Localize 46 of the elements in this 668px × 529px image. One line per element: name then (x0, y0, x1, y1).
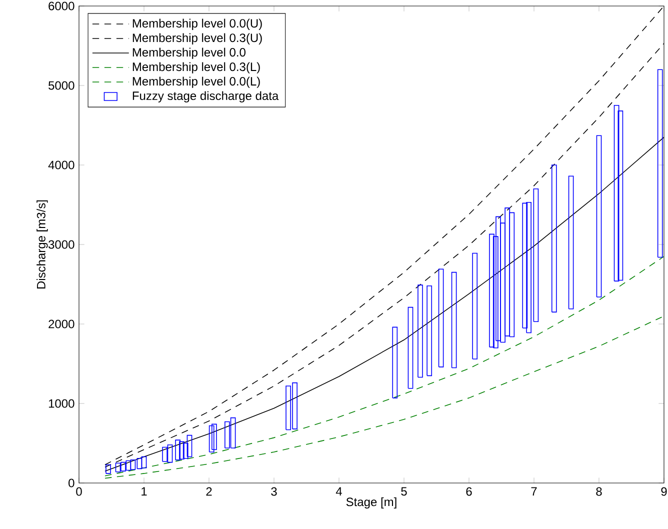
bar (568, 176, 574, 310)
x-tick-label: 9 (661, 487, 667, 496)
legend-label: Membership level 0.0(L) (132, 76, 260, 88)
y-tick-label: 2000 (48, 320, 74, 328)
x-tick-label: 0 (76, 487, 82, 496)
x-tick-label: 7 (531, 487, 537, 496)
x-tick-label: 6 (466, 487, 472, 496)
bar (657, 69, 663, 258)
legend-label: Membership level 0.0(U) (132, 18, 262, 30)
bar (418, 284, 423, 378)
x-tick-label: 8 (596, 487, 602, 496)
legend-label: Fuzzy stage discharge data (132, 91, 279, 102)
x-tick-label: 1 (142, 487, 147, 496)
bar (179, 441, 184, 460)
bar (186, 434, 192, 458)
bar (438, 268, 444, 368)
y-tick-label: 4000 (48, 160, 74, 170)
bar (614, 104, 620, 282)
y-tick-label: 6000 (48, 2, 74, 10)
y-tick-label: 3000 (48, 240, 74, 249)
bar (451, 272, 457, 368)
y-axis-title: Discharge [m3/s] (36, 200, 48, 289)
y-tick-label: 1000 (48, 399, 74, 408)
legend-label: Membership level 0.0 (132, 48, 246, 59)
bar (533, 188, 539, 322)
x-tick-label: 2 (206, 487, 212, 496)
bar (392, 326, 398, 398)
x-tick-label: 4 (336, 487, 342, 496)
bar (208, 425, 214, 452)
bar (141, 456, 147, 468)
x-tick-label: 5 (401, 487, 407, 496)
y-tick-label: 0 (68, 478, 74, 488)
legend-label: Membership level 0.3(L) (132, 62, 260, 74)
y-tick-label: 5000 (48, 81, 74, 90)
bar (472, 252, 478, 360)
x-tick-label: 3 (271, 487, 277, 496)
bar (212, 424, 217, 450)
bar (408, 306, 414, 389)
x-axis-title: Stage [m] (346, 497, 396, 509)
bar (106, 464, 111, 474)
bar (175, 440, 180, 460)
legend-label: Membership level 0.3(U) (132, 33, 262, 44)
bar (596, 135, 602, 298)
bar (551, 164, 557, 312)
bar (526, 202, 532, 334)
bar (426, 285, 432, 376)
